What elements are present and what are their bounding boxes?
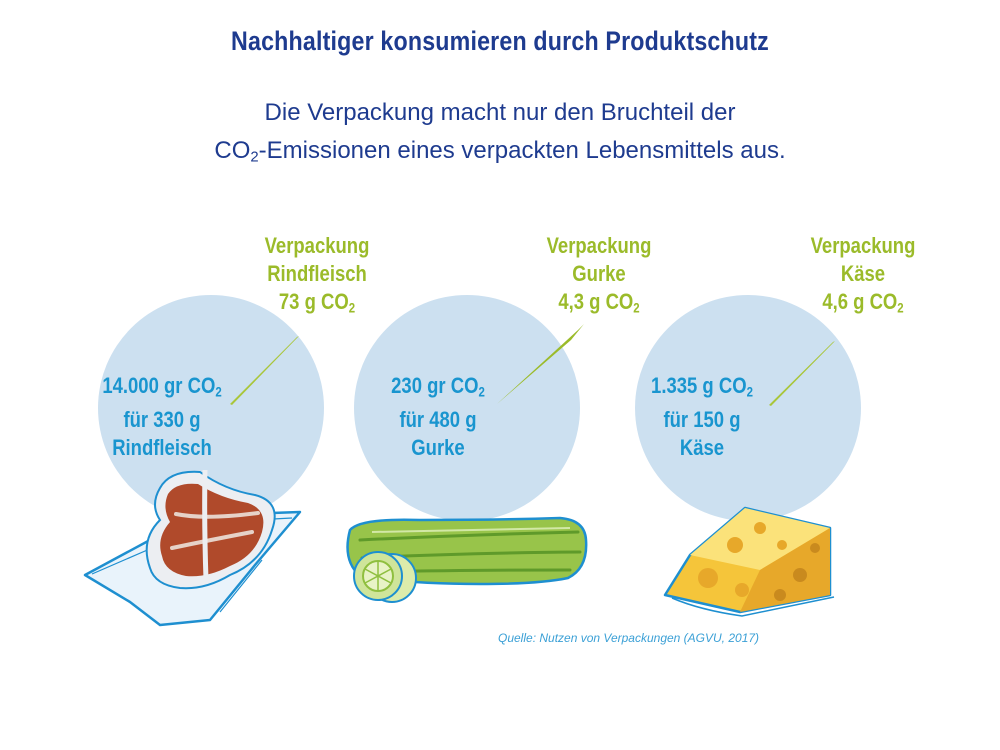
food-weight: für 480 g — [399, 407, 477, 433]
food-emission-sub: 2 — [215, 384, 222, 400]
packaging-value-sub: 2 — [897, 300, 904, 316]
packaging-title: Verpackung — [546, 233, 652, 258]
page-title: Nachhaltiger konsumieren durch Produktsc… — [231, 26, 769, 56]
circle-kaese — [635, 295, 861, 521]
food-emission: 14.000 gr CO2 — [86, 372, 237, 406]
packaging-label-rindfleisch: Verpackung Rindfleisch 73 g CO2 — [250, 232, 384, 322]
packaging-label-gurke: Verpackung Gurke 4,3 g CO2 — [532, 232, 666, 322]
packaging-title: Verpackung — [810, 233, 916, 258]
food-product: Rindfleisch — [112, 435, 212, 461]
packaging-value-sub: 2 — [633, 300, 640, 316]
subtitle: Die Verpackung macht nur den Bruchteil d… — [0, 94, 1000, 177]
food-emission-text: 1.335 g CO — [651, 373, 747, 398]
food-product: Käse — [679, 435, 725, 461]
cheese-icon — [663, 506, 835, 617]
packaging-product: Rindfleisch — [267, 261, 367, 286]
food-emission-sub: 2 — [478, 384, 485, 400]
food-emission: 1.335 g CO2 — [626, 372, 777, 406]
subtitle-line-1: Die Verpackung macht nur den Bruchteil d… — [264, 99, 736, 126]
food-emission: 230 gr CO2 — [362, 372, 513, 406]
cucumber-icon — [346, 516, 588, 603]
packaging-value-text: 4,6 g CO — [822, 289, 898, 314]
food-label-rindfleisch: 14.000 gr CO2 für 330 g Rindfleisch — [86, 372, 237, 462]
packaging-value-text: 73 g CO — [278, 289, 349, 314]
packaging-value-sub: 2 — [348, 300, 356, 316]
packaging-value: 4,6 g CO2 — [796, 288, 930, 322]
food-product: Gurke — [411, 435, 465, 461]
food-emission-text: 14.000 gr CO — [102, 373, 216, 398]
food-emission-text: 230 gr CO — [391, 373, 479, 398]
food-label-gurke: 230 gr CO2 für 480 g Gurke — [362, 372, 513, 462]
subtitle-co: CO — [214, 137, 251, 164]
circle-gurke — [354, 295, 580, 521]
subtitle-line-2: CO2-Emissionen eines verpackten Lebensmi… — [0, 132, 1000, 177]
food-weight: für 330 g — [123, 407, 201, 433]
food-weight: für 150 g — [663, 407, 741, 433]
packaging-value: 73 g CO2 — [250, 288, 384, 322]
steak-icon — [83, 469, 302, 627]
food-emission-sub: 2 — [746, 384, 753, 400]
packaging-label-kaese: Verpackung Käse 4,6 g CO2 — [796, 232, 930, 322]
pointer-rindfleisch — [230, 336, 299, 405]
packaging-value: 4,3 g CO2 — [532, 288, 666, 322]
subtitle-co-sub: 2 — [250, 149, 259, 166]
food-label-kaese: 1.335 g CO2 für 150 g Käse — [626, 372, 777, 462]
subtitle-rest: -Emissionen eines verpackten Lebensmitte… — [258, 137, 786, 164]
source-note: Quelle: Nutzen von Verpackungen (AGVU, 2… — [498, 631, 760, 645]
pointer-kaese — [769, 341, 835, 406]
packaging-product: Käse — [840, 261, 886, 286]
packaging-value-text: 4,3 g CO — [558, 289, 634, 314]
packaging-title: Verpackung — [264, 233, 370, 258]
packaging-product: Gurke — [572, 261, 626, 286]
circle-rindfleisch — [98, 295, 324, 521]
